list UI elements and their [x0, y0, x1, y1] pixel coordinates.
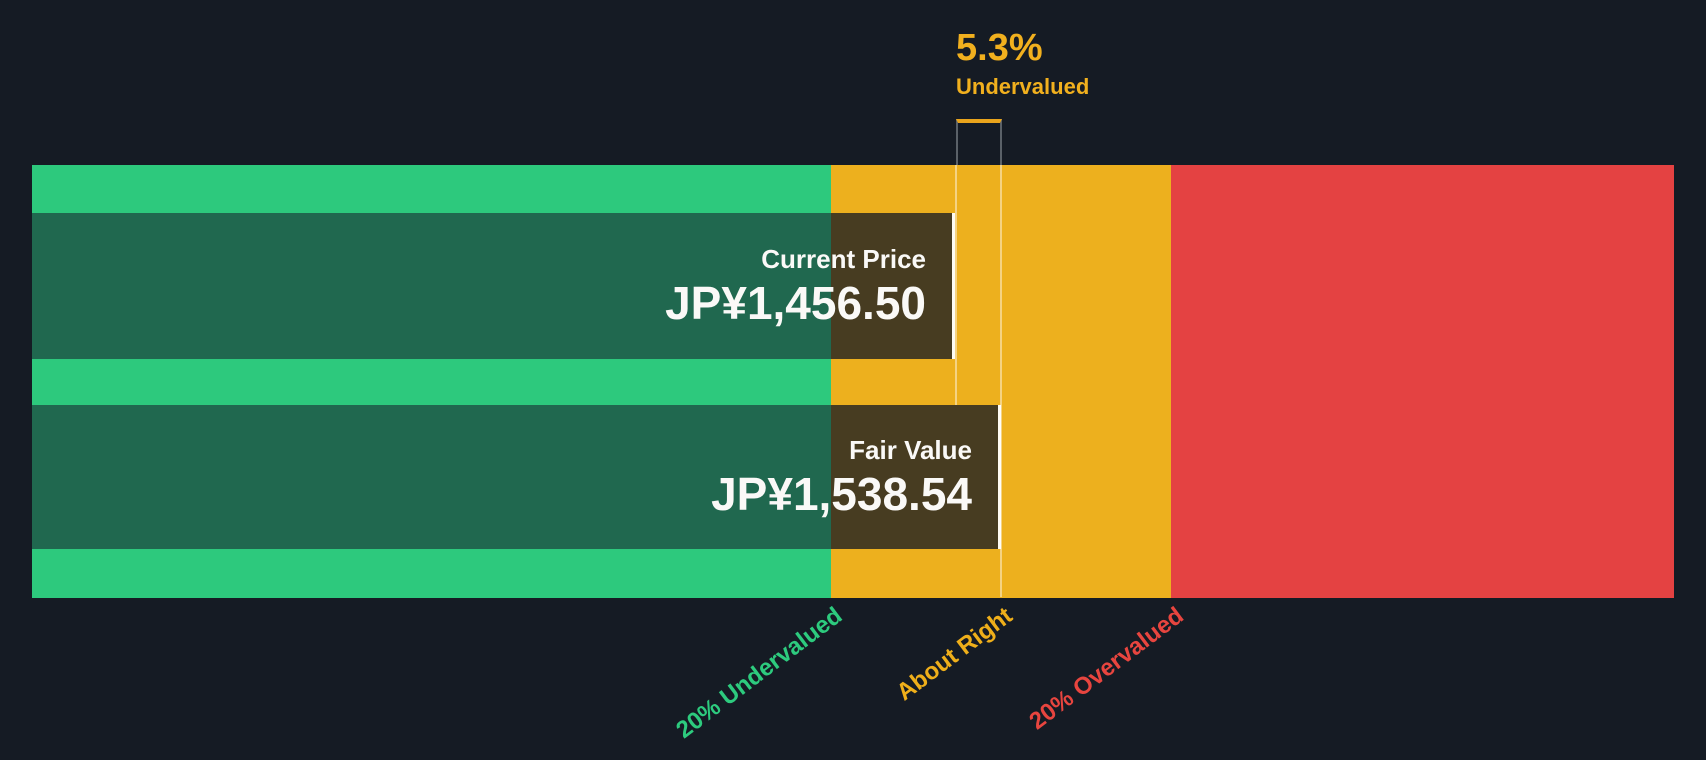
- fair-value-bar-amber-segment: [831, 405, 998, 549]
- fair-value-bar-green-segment: [32, 405, 831, 549]
- current-price-label: Current Price: [761, 244, 926, 274]
- overvalued-zone: [1171, 165, 1674, 598]
- current-price-marker-line: [955, 165, 957, 405]
- axis-label-about-right: About Right: [891, 602, 1018, 707]
- discount-bracket: [956, 119, 1002, 165]
- fair-value-marker-line: [1000, 165, 1002, 597]
- current-price-bar: Current Price JP¥1,456.50: [32, 213, 955, 359]
- discount-status-label: Undervalued: [956, 74, 1090, 99]
- fair-value-bar: Fair Value JP¥1,538.54: [32, 405, 1001, 549]
- axis-label-overvalued: 20% Overvalued: [1023, 602, 1189, 736]
- discount-callout: 5.3% Undervalued: [956, 26, 1089, 100]
- discount-percent: 5.3%: [956, 27, 1043, 69]
- current-price-bar-amber-segment: [831, 213, 952, 359]
- fair-value-label: Fair Value: [849, 435, 972, 465]
- axis-label-undervalued: 20% Undervalued: [671, 602, 848, 744]
- current-price-value: JP¥1,456.50: [665, 277, 926, 329]
- fair-value-value: JP¥1,538.54: [711, 468, 972, 520]
- current-price-bar-green-segment: [32, 213, 831, 359]
